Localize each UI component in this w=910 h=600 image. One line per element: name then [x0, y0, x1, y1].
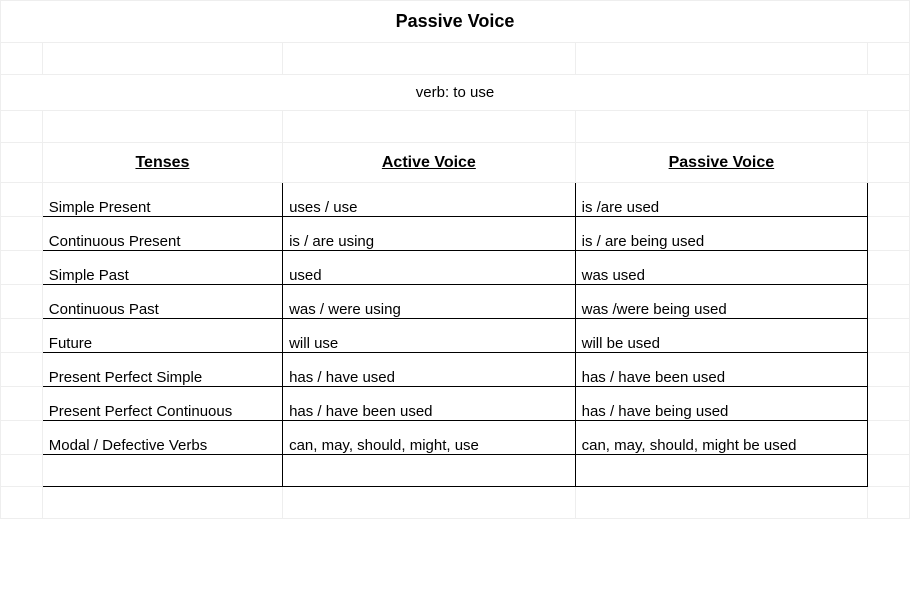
cell-empty: [283, 455, 576, 487]
spacer-row: [1, 43, 910, 75]
cell-passive: is /are used: [575, 183, 868, 217]
document-container: Passive Voice verb: to use Tenses Active…: [0, 0, 910, 600]
cell-passive: was used: [575, 251, 868, 285]
table-row: Future will use will be used: [1, 319, 910, 353]
header-passive: Passive Voice: [575, 143, 868, 183]
page-title: Passive Voice: [1, 1, 910, 43]
header-active: Active Voice: [283, 143, 576, 183]
cell-passive: has / have being used: [575, 387, 868, 421]
title-row: Passive Voice: [1, 1, 910, 43]
cell-tense: Future: [42, 319, 282, 353]
table-row: Continuous Present is / are using is / a…: [1, 217, 910, 251]
cell-empty: [42, 455, 282, 487]
cell-active: uses / use: [283, 183, 576, 217]
cell-active: can, may, should, might, use: [283, 421, 576, 455]
cell-passive: will be used: [575, 319, 868, 353]
cell-active: has / have used: [283, 353, 576, 387]
cell-active: used: [283, 251, 576, 285]
cell-tense: Simple Past: [42, 251, 282, 285]
cell-empty: [575, 455, 868, 487]
cell-active: has / have been used: [283, 387, 576, 421]
table-row: Modal / Defective Verbs can, may, should…: [1, 421, 910, 455]
grammar-table: Passive Voice verb: to use Tenses Active…: [0, 0, 910, 519]
cell-passive: can, may, should, might be used: [575, 421, 868, 455]
table-row: Present Perfect Continuous has / have be…: [1, 387, 910, 421]
cell-passive: has / have been used: [575, 353, 868, 387]
table-row: Simple Present uses / use is /are used: [1, 183, 910, 217]
cell-tense: Present Perfect Continuous: [42, 387, 282, 421]
subtitle-row: verb: to use: [1, 75, 910, 111]
header-tenses: Tenses: [42, 143, 282, 183]
cell-active: will use: [283, 319, 576, 353]
cell-tense: Continuous Past: [42, 285, 282, 319]
cell-tense: Continuous Present: [42, 217, 282, 251]
spacer-row: [1, 111, 910, 143]
header-row: Tenses Active Voice Passive Voice: [1, 143, 910, 183]
cell-passive: was /were being used: [575, 285, 868, 319]
spacer-row: [1, 487, 910, 519]
cell-active: was / were using: [283, 285, 576, 319]
subtitle: verb: to use: [1, 75, 910, 111]
cell-passive: is / are being used: [575, 217, 868, 251]
table-row: Present Perfect Simple has / have used h…: [1, 353, 910, 387]
table-row: Simple Past used was used: [1, 251, 910, 285]
cell-tense: Simple Present: [42, 183, 282, 217]
table-row-empty: [1, 455, 910, 487]
table-row: Continuous Past was / were using was /we…: [1, 285, 910, 319]
cell-tense: Modal / Defective Verbs: [42, 421, 282, 455]
cell-active: is / are using: [283, 217, 576, 251]
cell-tense: Present Perfect Simple: [42, 353, 282, 387]
